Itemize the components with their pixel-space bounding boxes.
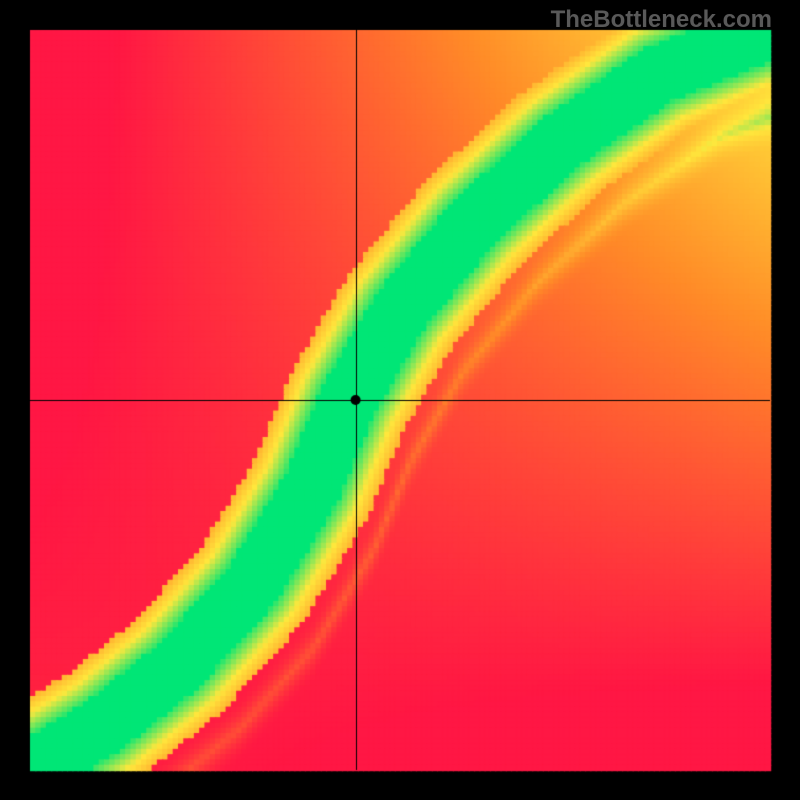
- chart-container: TheBottleneck.com: [0, 0, 800, 800]
- bottleneck-heatmap: [0, 0, 800, 800]
- watermark-text: TheBottleneck.com: [551, 6, 772, 34]
